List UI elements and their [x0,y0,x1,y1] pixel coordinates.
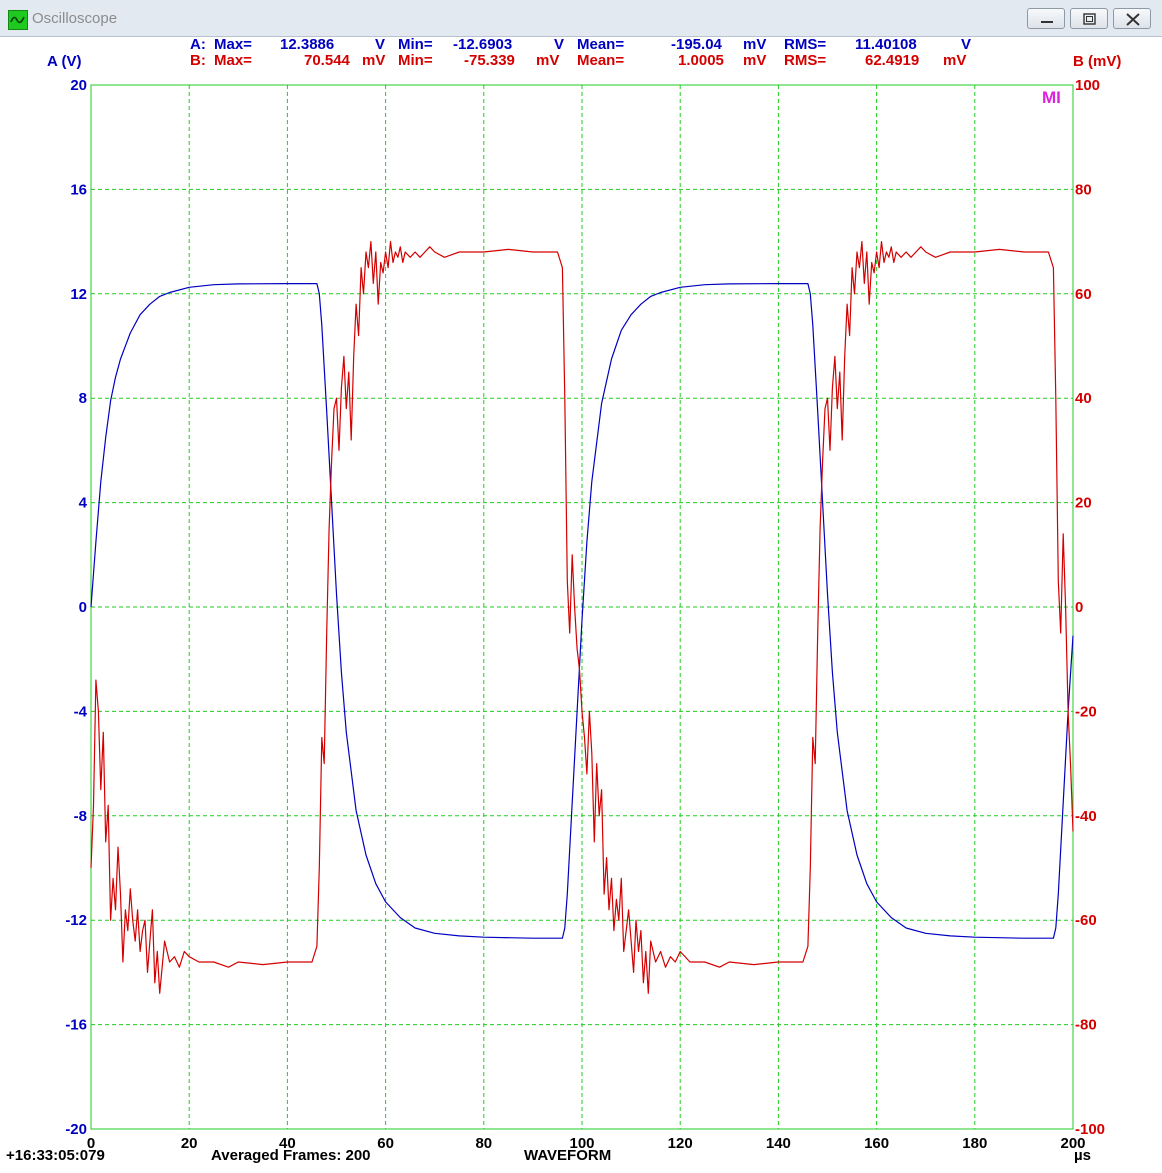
y-tick-label-left: 20 [70,77,87,94]
oscilloscope-app-icon [8,10,28,30]
series-line-b [90,241,1074,994]
stat-b-rms-label: RMS= [784,52,827,69]
stat-b-max-value: 70.544 [304,52,350,69]
stat-b-max-label: Max= [214,52,252,69]
window-title: Oscilloscope [32,10,118,27]
stat-b-label: B: [190,52,206,69]
stat-a-max-value: 12.3886 [280,36,335,53]
stat-b-mean-value: 1.0005 [678,52,724,69]
x-tick-label: 180 [962,1135,987,1152]
stat-a-min-label: Min= [398,36,433,53]
stat-a-min-value: -12.6903 [453,36,513,53]
marker-label: MI [1042,88,1061,107]
minimize-button[interactable] [1027,8,1065,29]
y-tick-label-left: 0 [79,599,87,616]
stat-a-max-label: Max= [214,36,252,53]
x-tick-label: 100 [569,1135,594,1152]
y-tick-label-right: -100 [1075,1121,1105,1138]
x-tick-label: 0 [87,1135,95,1152]
stat-b-min-value: -75.339 [464,52,515,69]
y-tick-label-left: 16 [70,181,87,198]
y-tick-label-right: 60 [1075,286,1092,303]
x-tick-label: 20 [181,1135,198,1152]
y-tick-label-right: 80 [1075,181,1092,198]
y-tick-label-right: -60 [1075,912,1097,929]
y-tick-label-left: -8 [74,808,87,825]
y-tick-label-left: -20 [65,1121,87,1138]
x-tick-label: 160 [864,1135,889,1152]
x-tick-label: 200 [1060,1135,1085,1152]
display-mode: WAVEFORM [524,1147,612,1164]
stat-a-rms-unit: V [961,36,972,53]
maximize-button[interactable] [1070,8,1108,29]
close-icon [1126,13,1140,26]
stat-a-min-unit: V [554,36,565,53]
stat-b-mean-label: Mean= [577,52,625,69]
title-bar: Oscilloscope [0,0,1162,37]
stat-a-rms-label: RMS= [784,36,827,53]
y-tick-label-left: -16 [65,1017,87,1034]
stat-a-label: A: [190,36,206,53]
y-axis-label-left: A (V) [47,53,81,70]
stat-b-rms-value: 62.4919 [865,52,920,69]
x-tick-label: 120 [668,1135,693,1152]
x-tick-label: 60 [377,1135,394,1152]
y-tick-label-left: 8 [79,390,87,407]
stat-b-max-unit: mV [362,52,386,69]
y-tick-label-left: -4 [74,703,88,720]
y-tick-label-right: -40 [1075,808,1097,825]
y-tick-label-right: 100 [1075,77,1100,94]
x-tick-label: 80 [475,1135,492,1152]
averaged-frames: Averaged Frames: 200 [211,1147,371,1164]
y-tick-label-left: -12 [65,912,87,929]
y-axis-label-right: B (mV) [1073,53,1121,70]
stat-a-mean-label: Mean= [577,36,625,53]
x-tick-label: 40 [279,1135,296,1152]
y-tick-label-right: 0 [1075,599,1083,616]
stat-a-rms-value: 11.40108 [855,36,917,53]
stat-a-mean-value: -195.04 [671,36,722,53]
timestamp: +16:33:05:079 [6,1147,105,1164]
y-tick-label-right: 20 [1075,495,1092,512]
stat-b-min-unit: mV [536,52,560,69]
maximize-icon [1083,13,1096,25]
minimize-icon [1041,21,1053,23]
series-line-a [90,283,1074,939]
y-tick-label-right: -20 [1075,703,1097,720]
stat-b-mean-unit: mV [743,52,767,69]
close-button[interactable] [1113,8,1151,29]
stat-a-max-unit: V [375,36,386,53]
y-tick-label-left: 4 [79,495,88,512]
y-tick-label-right: 40 [1075,390,1092,407]
x-tick-label: 140 [766,1135,791,1152]
measurement-stats: A: Max= 12.3886 V Min= -12.6903 V Mean= … [0,36,1162,72]
y-tick-label-left: 12 [70,286,87,303]
stat-b-min-label: Min= [398,52,433,69]
x-axis-label: µs [1074,1147,1091,1164]
y-tick-label-right: -80 [1075,1017,1097,1034]
stat-b-rms-unit: mV [943,52,967,69]
stat-a-mean-unit: mV [743,36,767,53]
